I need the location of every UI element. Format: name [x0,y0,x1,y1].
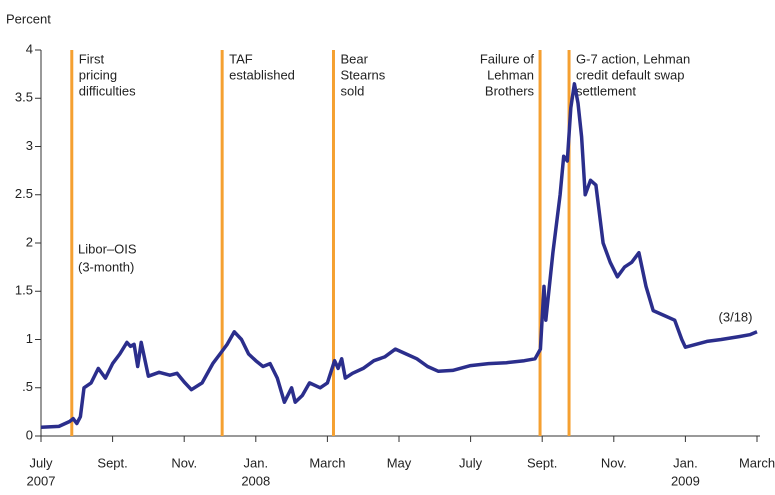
x-tick-label: Jan. [673,455,698,470]
x-tick-label: March [309,455,345,470]
x-tick-year: 2008 [241,473,270,488]
y-tick-label: 2 [26,234,33,249]
x-tick-label: Nov. [601,455,627,470]
x-tick-year: 2009 [671,473,700,488]
event-label: Stearns [340,67,385,82]
event-label: difficulties [79,83,136,98]
event-label: sold [340,83,364,98]
series-label: Libor–OIS [78,241,137,256]
y-tick-label: 3 [26,138,33,153]
x-tick-label: Sept. [527,455,557,470]
event-label: Failure of [480,51,535,66]
x-tick-label: Nov. [171,455,197,470]
x-tick-label: March [739,455,775,470]
x-tick-year: 2007 [27,473,56,488]
x-tick-label: July [29,455,53,470]
x-tick-label: May [387,455,412,470]
event-label: settlement [576,83,636,98]
y-tick-label: .5 [22,379,33,394]
event-label: Lehman [487,67,534,82]
event-label: G-7 action, Lehman [576,51,690,66]
series-label: (3-month) [78,259,134,274]
y-tick-label: 2.5 [15,186,33,201]
event-label: Bear [340,51,368,66]
series-line [40,82,758,430]
event-label: TAF [229,51,253,66]
y-tick-label: 1 [26,331,33,346]
y-tick-label: 3.5 [15,90,33,105]
y-tick-label: 1.5 [15,283,33,298]
x-tick-label: Jan. [244,455,269,470]
event-label: Brothers [485,83,535,98]
x-tick-label: Sept. [97,455,127,470]
event-label: established [229,67,295,82]
x-tick-label: July [459,455,483,470]
y-tick-label: 0 [26,427,33,442]
y-axis-label: Percent [6,11,51,26]
y-tick-label: 4 [26,41,33,56]
event-label: pricing [79,67,117,82]
event-label: credit default swap [576,67,684,82]
event-label: First [79,51,105,66]
end-label: (3/18) [719,310,753,325]
